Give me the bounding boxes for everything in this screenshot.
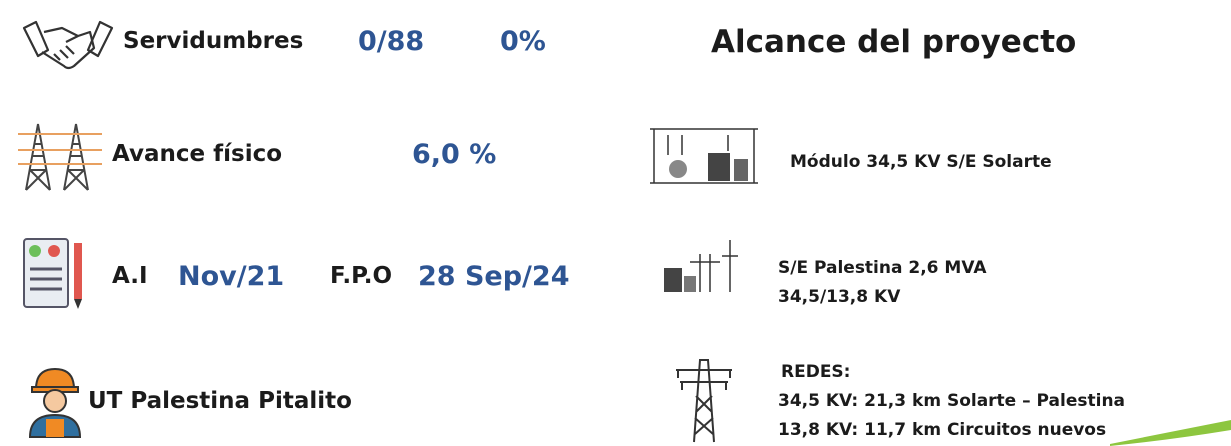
worker-icon bbox=[28, 367, 82, 438]
scope-item: S/E Palestina 2,6 MVA bbox=[778, 258, 987, 278]
scope-item: 34,5/13,8 KV bbox=[778, 287, 901, 307]
scope-item: 34,5 KV: 21,3 km Solarte – Palestina bbox=[778, 391, 1126, 411]
substation-icon bbox=[650, 128, 758, 184]
tower-icon bbox=[676, 359, 732, 443]
fpo-value: 28 Sep/24 bbox=[418, 261, 570, 292]
avance-value: 6,0 % bbox=[412, 139, 497, 170]
scope-item: Módulo 34,5 KV S/E Solarte bbox=[790, 152, 1052, 172]
ai-value: Nov/21 bbox=[178, 261, 285, 292]
avance-label: Avance físico bbox=[112, 141, 283, 167]
decor-swoosh bbox=[1110, 420, 1231, 446]
servidumbres-label: Servidumbres bbox=[123, 28, 304, 54]
handshake-icon bbox=[22, 20, 114, 70]
scope-item: 13,8 KV: 11,7 km Circuitos nuevos bbox=[778, 420, 1107, 440]
servidumbres-count: 0/88 bbox=[358, 26, 425, 57]
scope-item: REDES: bbox=[781, 362, 851, 382]
checklist-icon bbox=[23, 238, 82, 309]
servidumbres-percent: 0% bbox=[500, 26, 546, 57]
contratista: UT Palestina Pitalito bbox=[88, 388, 352, 414]
fpo-label: F.P.O bbox=[330, 263, 392, 289]
substation-icon bbox=[664, 240, 738, 292]
towers-icon bbox=[18, 123, 102, 191]
scope-title: Alcance del proyecto bbox=[711, 24, 1077, 60]
ai-label: A.I bbox=[112, 263, 148, 289]
